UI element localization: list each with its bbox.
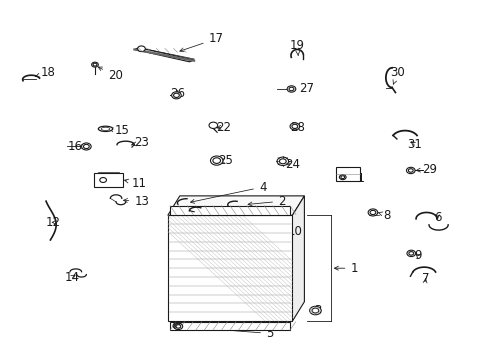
Circle shape bbox=[340, 176, 344, 179]
Polygon shape bbox=[170, 206, 289, 215]
Text: 24: 24 bbox=[285, 158, 300, 171]
Circle shape bbox=[212, 158, 220, 163]
Text: 9: 9 bbox=[414, 249, 421, 262]
Text: 11: 11 bbox=[124, 177, 146, 190]
Circle shape bbox=[309, 306, 321, 315]
Polygon shape bbox=[167, 196, 304, 215]
Text: 21: 21 bbox=[349, 172, 364, 185]
Circle shape bbox=[367, 209, 377, 216]
Text: 5: 5 bbox=[182, 325, 273, 340]
Text: 31: 31 bbox=[407, 138, 422, 151]
Circle shape bbox=[176, 325, 181, 328]
Text: 19: 19 bbox=[289, 40, 305, 55]
Polygon shape bbox=[167, 215, 292, 321]
Circle shape bbox=[406, 250, 415, 257]
Circle shape bbox=[93, 63, 97, 66]
Circle shape bbox=[339, 175, 346, 180]
Circle shape bbox=[406, 167, 414, 174]
Text: 28: 28 bbox=[289, 121, 305, 134]
Circle shape bbox=[173, 323, 182, 329]
Circle shape bbox=[174, 323, 183, 330]
Circle shape bbox=[286, 86, 295, 92]
Text: 3: 3 bbox=[313, 304, 321, 317]
Text: 14: 14 bbox=[64, 270, 80, 284]
Text: 26: 26 bbox=[170, 87, 185, 100]
Text: 25: 25 bbox=[218, 154, 233, 167]
Circle shape bbox=[277, 157, 288, 166]
Text: 20: 20 bbox=[98, 67, 122, 82]
Ellipse shape bbox=[101, 127, 110, 130]
Text: 12: 12 bbox=[45, 216, 61, 229]
Circle shape bbox=[408, 252, 413, 255]
Text: 17: 17 bbox=[180, 32, 223, 52]
Bar bbox=[335, 167, 360, 181]
Text: 13: 13 bbox=[123, 195, 149, 208]
Text: 6: 6 bbox=[433, 211, 440, 224]
Circle shape bbox=[407, 169, 412, 172]
Circle shape bbox=[311, 308, 318, 313]
Text: 29: 29 bbox=[415, 163, 436, 176]
Ellipse shape bbox=[98, 126, 112, 131]
Circle shape bbox=[81, 143, 91, 150]
Text: 16: 16 bbox=[67, 140, 85, 153]
Polygon shape bbox=[134, 48, 194, 62]
Text: 1: 1 bbox=[350, 262, 358, 275]
Circle shape bbox=[171, 92, 181, 99]
Circle shape bbox=[369, 210, 375, 215]
Text: 10: 10 bbox=[200, 210, 302, 238]
Text: 22: 22 bbox=[215, 121, 230, 134]
Circle shape bbox=[100, 177, 106, 183]
Circle shape bbox=[91, 62, 98, 67]
Circle shape bbox=[208, 122, 217, 129]
Text: 30: 30 bbox=[390, 66, 405, 84]
Text: 2: 2 bbox=[247, 195, 285, 208]
Bar bbox=[93, 173, 123, 187]
Circle shape bbox=[289, 123, 299, 130]
Circle shape bbox=[210, 156, 223, 165]
Polygon shape bbox=[292, 196, 304, 321]
Circle shape bbox=[279, 159, 285, 164]
Text: 8: 8 bbox=[377, 209, 390, 222]
Polygon shape bbox=[170, 322, 289, 330]
Circle shape bbox=[173, 93, 179, 98]
Text: 18: 18 bbox=[35, 66, 56, 79]
Circle shape bbox=[137, 46, 145, 51]
Text: 15: 15 bbox=[109, 124, 130, 137]
Text: 27: 27 bbox=[290, 82, 314, 95]
Text: 7: 7 bbox=[421, 272, 428, 285]
Text: 23: 23 bbox=[131, 136, 149, 149]
Text: 4: 4 bbox=[190, 181, 266, 203]
Circle shape bbox=[175, 324, 180, 328]
Circle shape bbox=[83, 144, 89, 149]
Circle shape bbox=[291, 124, 297, 129]
Circle shape bbox=[288, 87, 293, 91]
